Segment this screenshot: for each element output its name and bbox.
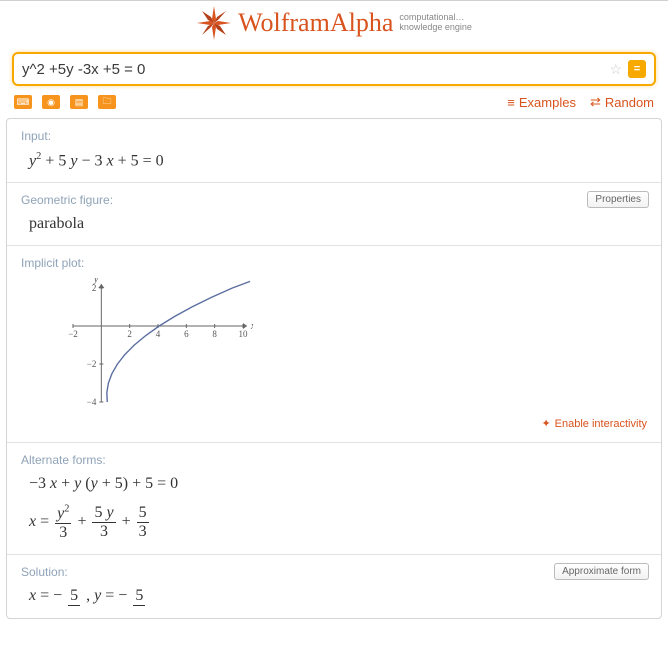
enable-interactivity-link[interactable]: ✦ Enable interactivity <box>21 417 647 430</box>
pod-alternate-forms: Alternate forms: −3 x + y (y + 5) + 5 = … <box>7 443 661 554</box>
approximate-form-button[interactable]: Approximate form <box>554 563 649 580</box>
svg-text:x: x <box>250 321 253 332</box>
file-upload-icon[interactable]: 🗀 <box>98 95 116 109</box>
image-upload-icon[interactable]: ◉ <box>42 95 60 109</box>
svg-text:4: 4 <box>156 329 161 339</box>
pod-geometric-figure: Geometric figure: Properties parabola <box>7 183 661 246</box>
list-icon: ≡ <box>507 95 515 110</box>
toolbar: ⌨ ◉ ▤ 🗀 ≡ Examples ⇄ Random <box>0 88 668 114</box>
logo-wordmark: WolframAlpha <box>238 8 393 38</box>
pod-implicit-plot: Implicit plot: −22468102−2−4xy ✦ Enable … <box>7 246 661 443</box>
favorite-star-icon[interactable]: ☆ <box>609 61 622 78</box>
search-container: ☆ = <box>0 46 668 88</box>
solution-expression: x = − 5 , y = − 5 <box>21 587 647 606</box>
svg-text:6: 6 <box>184 329 189 339</box>
svg-text:−2: −2 <box>68 329 78 339</box>
submit-equals-button[interactable]: = <box>628 60 646 78</box>
svg-text:10: 10 <box>239 329 249 339</box>
keyboard-icon[interactable]: ⌨ <box>14 95 32 109</box>
svg-text:−2: −2 <box>87 359 97 369</box>
results-panel: Input: y2 + 5 y − 3 x + 5 = 0 Geometric … <box>6 118 662 619</box>
data-input-icon[interactable]: ▤ <box>70 95 88 109</box>
geometric-figure-value: parabola <box>21 215 647 233</box>
svg-text:−4: −4 <box>87 397 97 407</box>
query-input[interactable] <box>22 61 603 78</box>
svg-text:2: 2 <box>127 329 131 339</box>
pod-title: Alternate forms: <box>21 453 647 467</box>
plot-area: −22468102−2−4xy <box>21 278 647 411</box>
pod-title: Geometric figure: <box>21 193 647 207</box>
logo[interactable]: WolframAlpha computational… knowledge en… <box>196 5 472 41</box>
pod-solution: Solution: Approximate form x = − 5 , y =… <box>7 555 661 618</box>
header: WolframAlpha computational… knowledge en… <box>0 0 668 46</box>
random-link[interactable]: ⇄ Random <box>590 94 654 110</box>
wolfram-spike-icon <box>196 5 232 41</box>
interactivity-icon: ✦ <box>541 417 550 430</box>
pod-input: Input: y2 + 5 y − 3 x + 5 = 0 <box>7 119 661 183</box>
examples-link[interactable]: ≡ Examples <box>507 95 576 110</box>
svg-text:y: y <box>93 278 99 285</box>
alternate-form-2: x = y23 + 5 y3 + 53 <box>21 503 647 541</box>
search-box[interactable]: ☆ = <box>12 52 656 86</box>
alternate-form-1: −3 x + y (y + 5) + 5 = 0 <box>21 475 647 493</box>
pod-title: Implicit plot: <box>21 256 647 270</box>
pod-title: Input: <box>21 129 647 143</box>
shuffle-icon: ⇄ <box>590 94 601 110</box>
properties-button[interactable]: Properties <box>587 191 649 208</box>
implicit-plot-svg: −22468102−2−4xy <box>43 278 253 408</box>
input-expression: y2 + 5 y − 3 x + 5 = 0 <box>21 151 647 170</box>
logo-tagline: computational… knowledge engine <box>399 13 472 33</box>
svg-text:8: 8 <box>212 329 217 339</box>
